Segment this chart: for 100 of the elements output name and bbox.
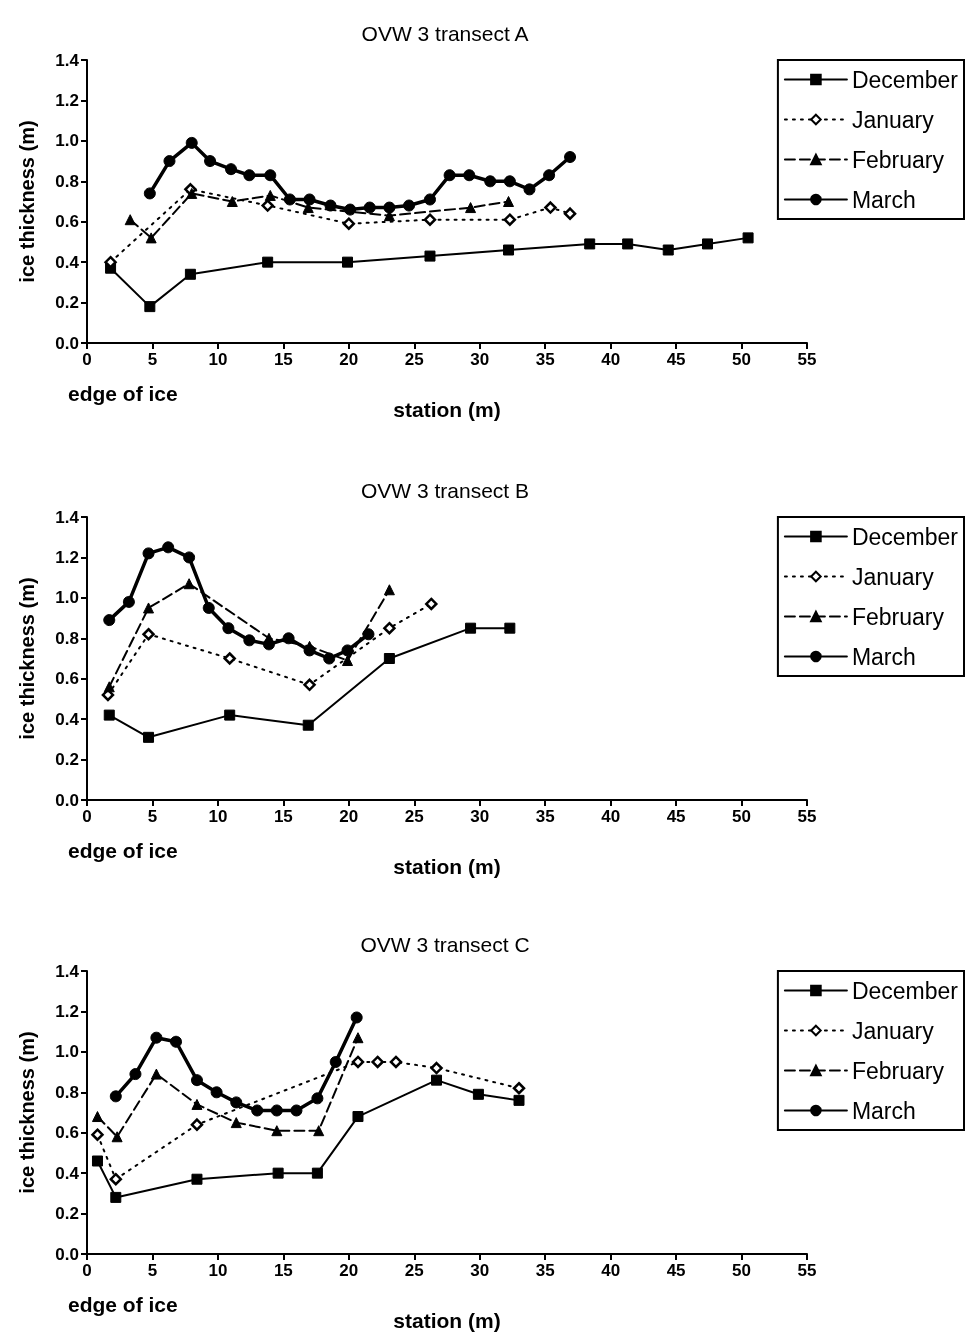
point (190, 1074, 203, 1087)
x-tick-label: 20 (339, 350, 359, 369)
point (91, 1128, 104, 1141)
y-axis-title: ice thickness (m) (16, 1031, 38, 1194)
point (224, 709, 236, 721)
text: edge of ice (68, 382, 178, 405)
y-tick-label: 1.2 (55, 90, 79, 110)
x-tick-label: 35 (535, 1261, 555, 1280)
x-tick-label: 35 (535, 807, 555, 826)
point (143, 602, 155, 614)
x-tick-label: 25 (404, 807, 424, 826)
point (424, 250, 436, 262)
x-tick-label: 30 (470, 807, 490, 826)
x-tick-label: 25 (404, 350, 424, 369)
x-tick-label: 0 (82, 807, 92, 826)
x-tick-label: 0 (82, 1261, 92, 1280)
point (383, 653, 395, 664)
y-tick-label: 0.8 (55, 171, 79, 191)
y-tick-label: 1.2 (55, 1001, 79, 1021)
y-tick-label: 0.6 (55, 1123, 79, 1143)
point (443, 169, 456, 182)
legend-label: March (851, 1097, 916, 1124)
x-tick-label: 55 (797, 350, 817, 369)
point (251, 1104, 264, 1117)
y-tick-label: 0.8 (55, 628, 79, 648)
point (383, 621, 396, 635)
point (162, 541, 175, 554)
point (564, 151, 577, 164)
point (183, 578, 195, 590)
y-tick-label: 0.4 (55, 1163, 80, 1183)
point (124, 214, 136, 226)
point (329, 1055, 342, 1068)
x-tick-label: 40 (601, 350, 621, 369)
point (350, 1011, 363, 1024)
legend-label: February (851, 146, 945, 173)
y-tick-label: 0.2 (55, 1204, 79, 1224)
point (110, 1191, 122, 1203)
y-tick-label: 0.4 (55, 252, 80, 272)
point (584, 238, 596, 250)
point (270, 1104, 283, 1117)
y-tick-label: 0.0 (55, 1244, 79, 1264)
chart-title: OVW 3 transect C (360, 933, 530, 956)
point (103, 709, 115, 721)
point (383, 201, 396, 214)
point (504, 622, 516, 634)
x-tick-label: 10 (208, 350, 228, 369)
point (230, 1096, 243, 1109)
point (484, 175, 497, 188)
y-tick-label: 0.6 (55, 669, 79, 689)
y-tick-label: 0.0 (55, 790, 79, 810)
legend-label: December (851, 523, 959, 550)
y-tick-label: 1.4 (55, 507, 80, 527)
x-tick-label: 20 (339, 1261, 359, 1280)
y-tick-label: 1.4 (55, 961, 80, 981)
chart-title: OVW 3 transect B (360, 479, 530, 502)
point (342, 655, 354, 667)
point (261, 199, 274, 212)
y-tick-label: 0.2 (55, 750, 79, 770)
point (302, 719, 314, 731)
point (223, 652, 236, 665)
point (243, 169, 256, 182)
point (143, 731, 155, 743)
point (230, 1117, 242, 1129)
point (383, 584, 395, 596)
point (262, 256, 274, 268)
point (150, 1068, 162, 1080)
legend-label: March (851, 186, 916, 213)
point (191, 1173, 203, 1185)
x-tick-label: 5 (147, 350, 158, 369)
point (150, 1031, 163, 1044)
point (183, 551, 196, 564)
point (109, 1172, 123, 1186)
point (352, 1111, 364, 1123)
y-tick-label: 1.0 (55, 588, 79, 608)
point (143, 187, 156, 200)
point (311, 1167, 323, 1179)
point (109, 1090, 122, 1103)
x-tick-label: 45 (666, 807, 686, 826)
point (225, 163, 237, 176)
point (222, 622, 235, 635)
legend-label: February (851, 603, 945, 630)
point (742, 232, 754, 244)
x-tick-label: 40 (601, 1261, 621, 1280)
point (210, 1086, 223, 1099)
text: edge of ice (68, 1293, 178, 1316)
point (544, 201, 557, 214)
x-tick-label: 35 (535, 350, 555, 369)
x-tick-label: 50 (732, 1261, 752, 1280)
point (202, 601, 215, 614)
legend-label: March (851, 643, 916, 670)
y-tick-label: 0.0 (55, 333, 79, 353)
x-axis-title: station (m) (393, 855, 501, 878)
x-axis-title: station (m) (393, 398, 501, 421)
point (184, 268, 196, 280)
x-tick-label: 15 (273, 807, 293, 826)
x-tick-label: 55 (797, 807, 817, 826)
point (463, 169, 476, 182)
x-tick-label: 0 (82, 350, 92, 369)
x-tick-label: 50 (732, 807, 752, 826)
point (543, 169, 556, 182)
